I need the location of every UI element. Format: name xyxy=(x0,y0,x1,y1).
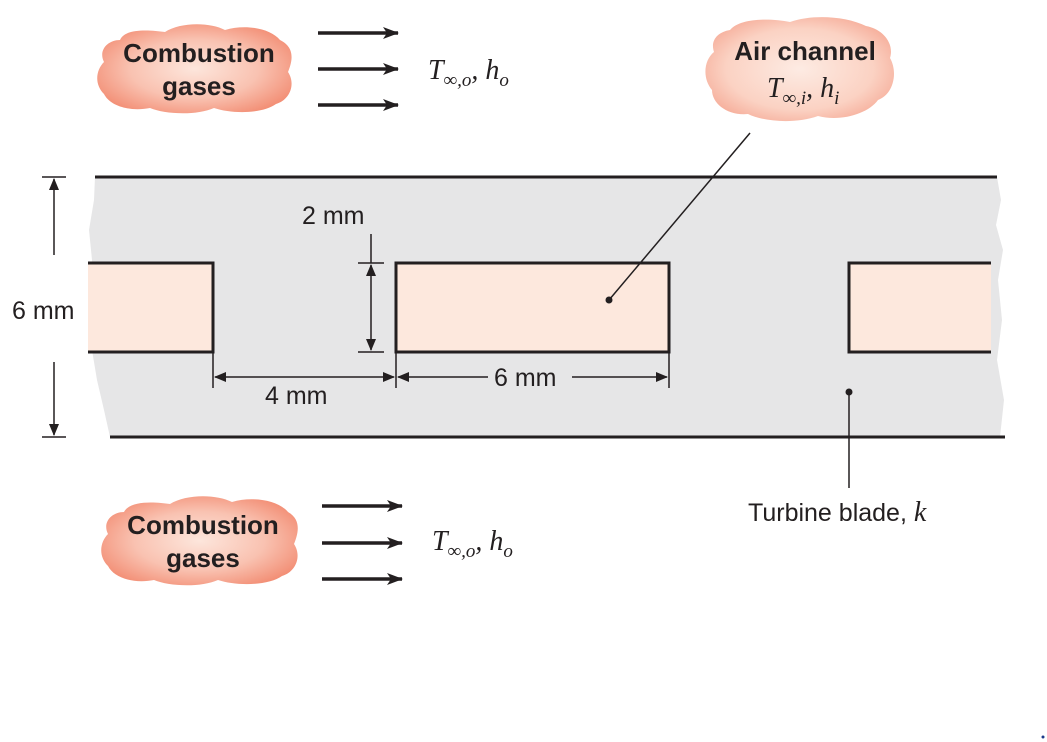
gas-cloud-top xyxy=(97,24,292,114)
air-channel-title: Air channel xyxy=(734,36,876,66)
channel-right xyxy=(847,261,991,354)
channel-width-label: 6 mm xyxy=(494,364,557,392)
blade-label: Turbine blade, k xyxy=(748,497,927,528)
gas-top-line1: Combustion xyxy=(123,38,275,68)
channel-center xyxy=(394,261,671,354)
gas-cloud-bottom xyxy=(101,496,298,586)
gas-bottom-line2: gases xyxy=(166,543,240,573)
channel-height-label: 2 mm xyxy=(302,202,365,230)
air-channel-conditions: T∞,i, hi xyxy=(767,73,839,109)
web-width-label: 4 mm xyxy=(265,382,328,410)
corner-dot xyxy=(1041,735,1045,739)
flow-bottom-label: T∞,o, ho xyxy=(432,526,513,562)
channel-left xyxy=(88,261,215,354)
air-channel-cloud xyxy=(705,17,894,122)
air-channel-leader xyxy=(608,132,751,301)
blade-leader-dot xyxy=(845,388,853,396)
gas-top-line2: gases xyxy=(162,71,236,101)
gas-bottom-line1: Combustion xyxy=(127,510,279,540)
flow-top-label: T∞,o, ho xyxy=(428,55,509,91)
air-channel-leader-dot xyxy=(605,296,613,304)
blade-height-label: 6 mm xyxy=(12,297,75,325)
